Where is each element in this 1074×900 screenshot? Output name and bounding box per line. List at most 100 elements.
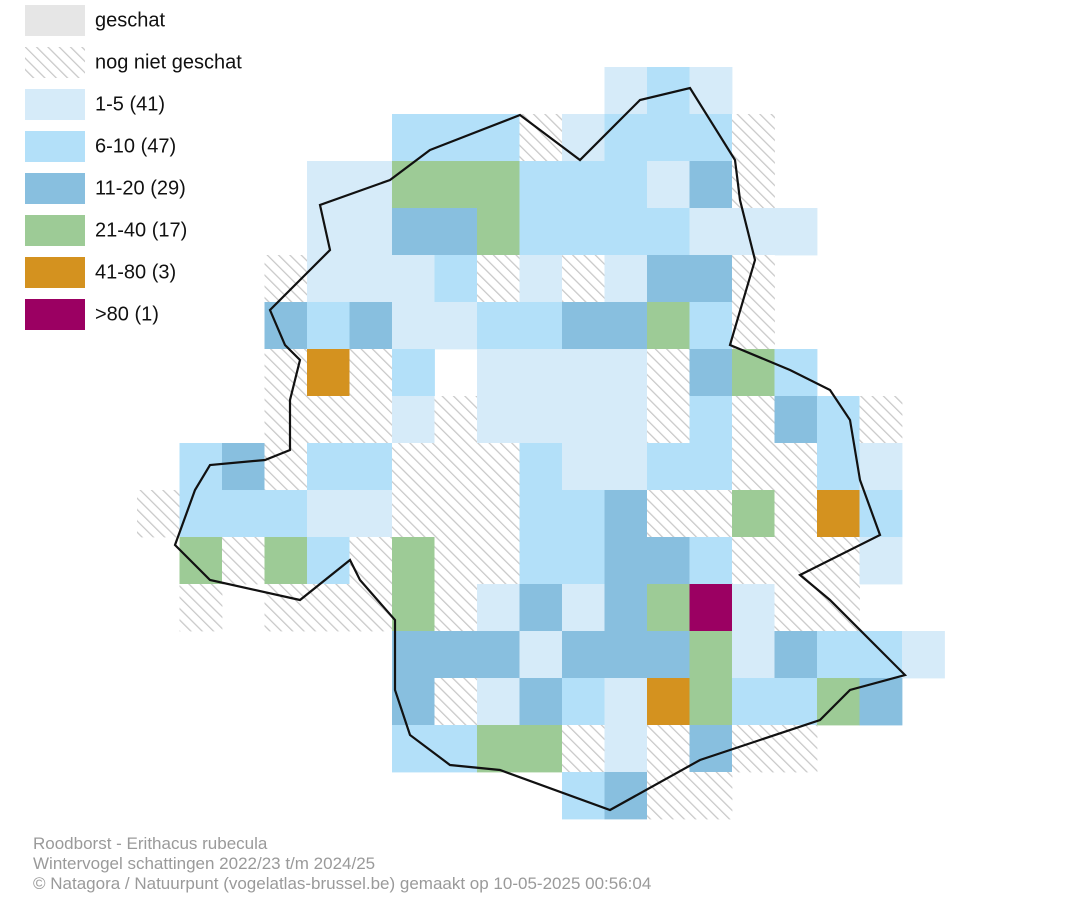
grid-cell	[392, 349, 435, 397]
grid-cell	[434, 490, 478, 538]
grid-cell	[689, 67, 733, 115]
grid-cell	[562, 584, 605, 632]
grid-cell	[519, 584, 563, 632]
grid-cell	[519, 208, 563, 256]
grid-cell	[562, 725, 605, 773]
legend-swatch	[25, 299, 85, 330]
grid-cell	[264, 537, 308, 585]
grid-cell	[264, 396, 308, 444]
grid-cell	[647, 255, 690, 303]
grid-cell	[307, 490, 350, 538]
grid-cell	[519, 631, 563, 679]
grid-cell	[392, 443, 435, 491]
grid-cell	[732, 396, 775, 444]
grid-cell	[647, 631, 690, 679]
grid-cell	[732, 537, 775, 585]
grid-cell	[604, 537, 648, 585]
grid-cell	[647, 161, 690, 209]
grid-cell	[392, 537, 435, 585]
grid-cell	[689, 725, 733, 773]
grid-cell	[264, 443, 308, 491]
grid-cell	[477, 114, 520, 162]
legend-label: 1-5 (41)	[95, 93, 165, 115]
grid-cell	[859, 631, 903, 679]
grid-cell	[562, 302, 605, 350]
grid-cell	[349, 537, 393, 585]
grid-cell	[604, 255, 648, 303]
grid-cell	[222, 443, 265, 491]
grid-cell	[222, 537, 265, 585]
grid-cell	[392, 490, 435, 538]
legend-label: 21-40 (17)	[95, 219, 187, 241]
grid-cell	[732, 584, 775, 632]
legend-swatch	[25, 257, 85, 288]
grid-cell	[434, 678, 478, 726]
grid-cell	[434, 208, 478, 256]
grid-cell	[774, 678, 818, 726]
grid-cell	[859, 396, 903, 444]
grid-cell	[732, 208, 775, 256]
grid-cell	[307, 349, 350, 397]
grid-cell	[562, 678, 605, 726]
grid-cell	[604, 349, 648, 397]
grid-cell	[647, 349, 690, 397]
grid-cell	[519, 302, 563, 350]
grid-cell	[434, 255, 478, 303]
grid-cell	[817, 490, 860, 538]
grid-cell	[817, 443, 860, 491]
legend-swatch	[25, 89, 85, 120]
grid-cell	[392, 114, 435, 162]
grid-cell	[647, 490, 690, 538]
grid-cell	[859, 443, 903, 491]
grid-cell	[477, 396, 520, 444]
grid-cell	[647, 396, 690, 444]
footer-line: Wintervogel schattingen 2022/23 t/m 2024…	[33, 854, 375, 873]
legend-label: 41-80 (3)	[95, 261, 176, 283]
grid-cell	[774, 396, 818, 444]
grid-cell	[647, 584, 690, 632]
legend-swatch	[25, 215, 85, 246]
grid-cell	[434, 302, 478, 350]
grid-cell	[392, 302, 435, 350]
grid-cell	[222, 490, 265, 538]
grid-cell	[689, 537, 733, 585]
grid-cell	[349, 490, 393, 538]
grid-cell	[689, 161, 733, 209]
grid-cell	[392, 208, 435, 256]
footer-line: Roodborst - Erithacus rubecula	[33, 834, 268, 853]
grid-cell	[647, 302, 690, 350]
grid-cell	[774, 537, 818, 585]
grid-cell	[307, 584, 350, 632]
grid-cell	[689, 772, 733, 820]
grid-cell	[562, 349, 605, 397]
grid-cell	[604, 67, 648, 115]
grid-cell	[604, 631, 648, 679]
grid-cell	[434, 631, 478, 679]
grid-cell	[434, 396, 478, 444]
grid-cell	[689, 396, 733, 444]
grid-cell	[434, 584, 478, 632]
grid-cell	[477, 584, 520, 632]
grid-cell	[562, 161, 605, 209]
grid-cell	[604, 584, 648, 632]
grid-cell	[689, 208, 733, 256]
legend-swatch	[25, 5, 85, 36]
grid-cell	[349, 396, 393, 444]
grid-cell	[562, 255, 605, 303]
grid-cell	[519, 161, 563, 209]
grid-cell	[477, 490, 520, 538]
grid-cell	[392, 584, 435, 632]
grid-cell	[349, 255, 393, 303]
grid-cell	[689, 490, 733, 538]
grid-cell	[562, 208, 605, 256]
grid-cell	[477, 537, 520, 585]
grid-cell	[817, 537, 860, 585]
grid-cell	[774, 443, 818, 491]
grid-cell	[392, 631, 435, 679]
grid-cell	[477, 349, 520, 397]
grid-cell	[774, 208, 818, 256]
grid-cell	[647, 537, 690, 585]
legend-swatch	[25, 131, 85, 162]
grid-cell	[307, 208, 350, 256]
